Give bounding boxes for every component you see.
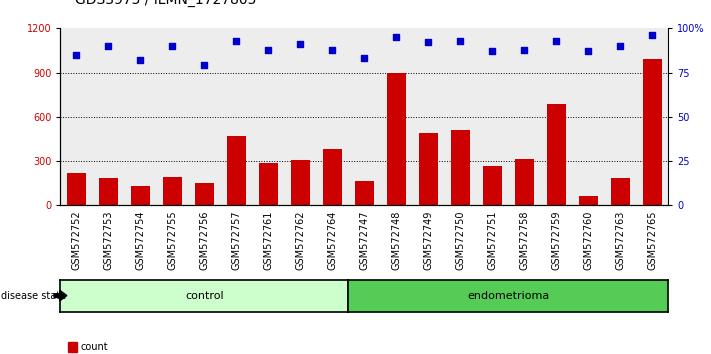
Point (326, 47, 338, 52)
Bar (348, 28, 380, 205)
Point (518, 47, 530, 52)
Bar (508, 28, 540, 205)
Text: count: count (80, 342, 108, 352)
Point (455, 38, 466, 44)
Bar (604, 28, 636, 205)
Bar (188, 28, 220, 205)
Text: endometrioma: endometrioma (467, 291, 550, 301)
Bar (387, 73, 406, 205)
Bar (611, 178, 630, 205)
Text: disease state: disease state (1, 291, 66, 301)
Bar (643, 59, 662, 205)
Bar (451, 130, 470, 205)
Bar (323, 149, 342, 205)
Point (71, 52, 82, 58)
Point (422, 40, 434, 45)
Bar (284, 28, 316, 205)
Bar (316, 28, 348, 205)
Bar (227, 136, 246, 205)
Bar (252, 28, 284, 205)
Bar (444, 28, 476, 205)
Point (198, 63, 210, 68)
Point (230, 38, 242, 44)
Text: control: control (185, 291, 224, 301)
Point (262, 47, 274, 52)
Text: GDS3975 / ILMN_1727805: GDS3975 / ILMN_1727805 (75, 0, 256, 7)
Bar (156, 28, 188, 205)
Bar (67, 173, 86, 205)
Point (135, 57, 146, 63)
Bar (60, 28, 92, 205)
Bar (92, 28, 124, 205)
Point (103, 43, 114, 49)
Point (550, 38, 562, 44)
Bar (291, 160, 310, 205)
Point (647, 33, 658, 38)
Point (583, 48, 594, 54)
Bar (572, 28, 604, 205)
Point (166, 43, 178, 49)
Bar (540, 28, 572, 205)
Bar (483, 166, 502, 205)
Point (486, 48, 498, 54)
Bar (131, 186, 150, 205)
Bar (259, 162, 278, 205)
Bar (476, 28, 508, 205)
Bar (419, 133, 438, 205)
Bar (124, 28, 156, 205)
Point (294, 41, 306, 47)
Bar (579, 196, 598, 205)
Bar (163, 177, 182, 205)
Bar (547, 104, 566, 205)
Point (358, 56, 370, 61)
Bar (99, 178, 118, 205)
Bar (380, 28, 412, 205)
Point (614, 43, 626, 49)
Bar (220, 28, 252, 205)
Bar (636, 28, 668, 205)
Point (391, 34, 402, 40)
Bar (195, 183, 214, 205)
Bar (515, 159, 534, 205)
Bar (355, 181, 374, 205)
Bar (412, 28, 444, 205)
